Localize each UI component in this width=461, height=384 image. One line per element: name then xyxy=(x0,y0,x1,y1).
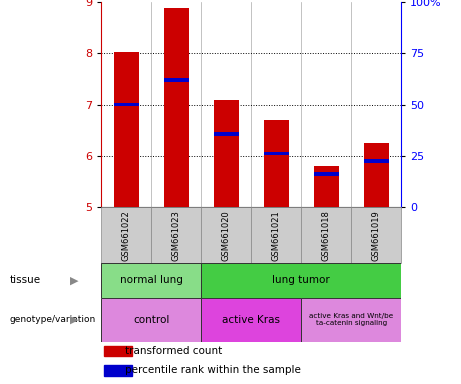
Bar xyxy=(364,159,389,163)
FancyBboxPatch shape xyxy=(251,207,301,263)
Text: GSM661021: GSM661021 xyxy=(272,210,281,261)
FancyBboxPatch shape xyxy=(101,263,201,298)
Bar xyxy=(114,103,139,106)
FancyBboxPatch shape xyxy=(151,207,201,263)
Text: GSM661020: GSM661020 xyxy=(222,210,231,261)
Text: GSM661018: GSM661018 xyxy=(322,210,331,261)
FancyBboxPatch shape xyxy=(101,207,151,263)
FancyBboxPatch shape xyxy=(301,207,351,263)
FancyBboxPatch shape xyxy=(201,207,251,263)
Text: tissue: tissue xyxy=(9,275,41,285)
FancyBboxPatch shape xyxy=(351,207,401,263)
Bar xyxy=(104,365,132,376)
Text: lung tumor: lung tumor xyxy=(272,275,330,285)
Text: ▶: ▶ xyxy=(70,275,78,285)
FancyBboxPatch shape xyxy=(201,298,301,342)
FancyBboxPatch shape xyxy=(301,298,401,342)
Title: GDS5201 / 10548333: GDS5201 / 10548333 xyxy=(184,0,319,1)
Bar xyxy=(364,143,389,207)
Text: transformed count: transformed count xyxy=(125,346,223,356)
Bar xyxy=(313,166,339,207)
Text: GSM661022: GSM661022 xyxy=(122,210,131,261)
Text: active Kras: active Kras xyxy=(222,314,280,325)
Text: ▶: ▶ xyxy=(70,314,78,325)
Bar xyxy=(264,120,289,207)
Text: GSM661023: GSM661023 xyxy=(172,210,181,261)
Bar xyxy=(164,8,189,207)
Text: active Kras and Wnt/be
ta-catenin signaling: active Kras and Wnt/be ta-catenin signal… xyxy=(309,313,393,326)
Bar xyxy=(104,346,132,356)
Bar xyxy=(264,152,289,155)
Bar xyxy=(214,132,239,136)
Text: GSM661019: GSM661019 xyxy=(372,210,381,261)
Bar xyxy=(114,52,139,207)
FancyBboxPatch shape xyxy=(201,263,401,298)
Bar xyxy=(214,99,239,207)
Bar xyxy=(164,78,189,82)
Text: genotype/variation: genotype/variation xyxy=(9,315,95,324)
FancyBboxPatch shape xyxy=(101,298,201,342)
Bar xyxy=(313,172,339,176)
Text: normal lung: normal lung xyxy=(120,275,183,285)
Text: percentile rank within the sample: percentile rank within the sample xyxy=(125,365,301,375)
Text: control: control xyxy=(133,314,170,325)
